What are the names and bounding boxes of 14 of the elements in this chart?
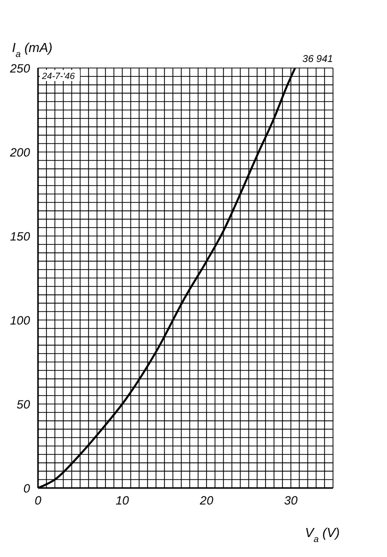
y-tick-label: 50 [16,397,30,412]
x-tick-label: 0 [34,494,42,508]
x-axis-title: V$_{a}$(V) [305,525,340,544]
annotation: 24-7-'46 [41,71,75,81]
x-tick-label: 10 [116,494,130,508]
y-tick-label: 200 [8,145,30,160]
text: 36 941 [302,54,333,65]
x-tick-label: 20 [198,494,214,508]
y-tick-label: 250 [8,61,30,76]
x-tick-label: 30 [284,494,298,508]
y-tick-label: 0 [23,481,30,496]
y-tick-label: 150 [10,229,30,244]
y-tick-label: 100 [10,313,30,328]
y-axis-title: I$_{a}$(mA) [12,40,52,59]
